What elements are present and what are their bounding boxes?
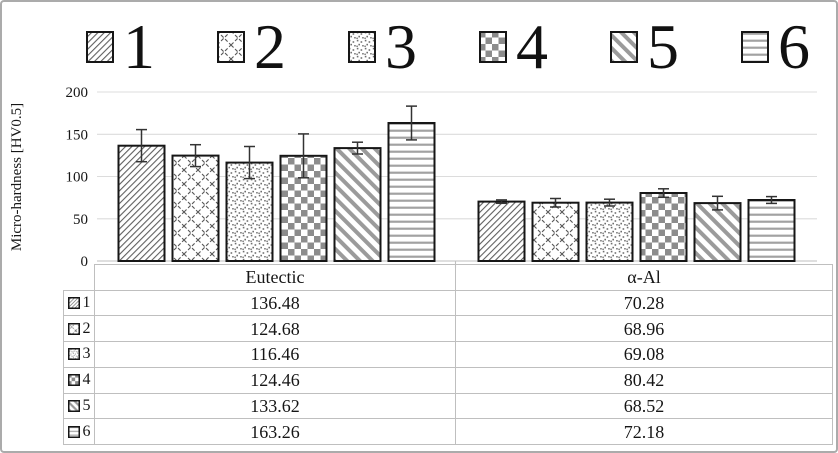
table-cell: 124.46 <box>94 366 456 394</box>
table-cell: 136.48 <box>94 289 456 317</box>
row-key-label: 6 <box>82 422 91 440</box>
column-header-eutectic: Eutectic <box>94 264 456 291</box>
error-bar <box>298 133 309 179</box>
horizontal-lines-icon <box>67 425 80 438</box>
data-table: Eutectic α-Al 1 136.48 70.28 2 124.68 68… <box>63 264 833 445</box>
table-cell: 68.52 <box>455 392 833 420</box>
bar-eutectic-2 <box>171 154 220 263</box>
table-cell: 80.42 <box>455 366 833 394</box>
diagonal-stripes-icon <box>67 399 80 412</box>
legend-item-5: 5 <box>610 15 679 79</box>
y-axis-title: Micro-hardness [HV0.5] <box>9 103 25 251</box>
legend-label: 3 <box>385 11 417 82</box>
row-key: 3 <box>63 341 95 368</box>
table-corner-cell <box>64 265 95 291</box>
table-row: 6 163.26 72.18 <box>63 418 833 445</box>
error-bar <box>244 145 255 180</box>
table-cell: 133.62 <box>94 392 456 420</box>
y-axis-tick-label: 0 <box>81 254 89 270</box>
row-key-label: 3 <box>82 345 91 363</box>
table-header-row: Eutectic α-Al <box>64 264 833 291</box>
y-axis-tick-label: 50 <box>73 212 88 228</box>
checkerboard-icon <box>479 31 507 63</box>
column-header-alpha-al: α-Al <box>455 264 833 291</box>
legend-item-3: 3 <box>348 15 417 79</box>
horizontal-lines-icon <box>741 31 769 63</box>
diagonal-hatch-icon <box>67 297 80 310</box>
bar-alpha-al-4 <box>639 192 688 262</box>
dots-icon <box>67 348 80 361</box>
error-bar <box>766 195 777 205</box>
table-row: 5 133.62 68.52 <box>63 392 833 420</box>
table-cell: 70.28 <box>455 289 833 317</box>
legend-item-4: 4 <box>479 15 548 79</box>
bar-alpha-al-1 <box>477 200 526 263</box>
legend-label: 1 <box>123 11 155 82</box>
legend-label: 6 <box>778 11 810 82</box>
bar-eutectic-6 <box>387 122 436 262</box>
legend-item-1: 1 <box>86 15 155 79</box>
table-row: 4 124.46 80.42 <box>63 366 833 394</box>
error-bar <box>406 105 417 141</box>
error-bar <box>190 143 201 168</box>
bar-alpha-al-6 <box>747 199 796 262</box>
error-bar <box>658 188 669 199</box>
error-bar <box>712 195 723 211</box>
legend-label: 5 <box>647 11 679 82</box>
row-key: 2 <box>63 315 95 343</box>
table-row: 3 116.46 69.08 <box>63 341 833 368</box>
row-key: 5 <box>63 392 95 420</box>
table-row: 1 136.48 70.28 <box>63 289 833 317</box>
row-key-label: 5 <box>82 396 91 414</box>
error-bar <box>496 199 507 205</box>
bar-eutectic-5 <box>333 147 382 263</box>
legend-item-2: 2 <box>217 15 286 79</box>
y-axis-tick-label: 150 <box>66 127 89 143</box>
diamond-lattice-icon <box>67 322 80 335</box>
legend-label: 4 <box>516 11 548 82</box>
diagonal-hatch-icon <box>86 31 114 63</box>
table-cell: 72.18 <box>455 418 833 445</box>
table-cell: 69.08 <box>455 341 833 368</box>
bar-alpha-al-2 <box>531 201 580 262</box>
y-axis-tick-label: 100 <box>66 170 89 186</box>
table-cell: 116.46 <box>94 341 456 368</box>
row-key: 4 <box>63 366 95 394</box>
error-bar <box>352 141 363 155</box>
diamond-lattice-icon <box>217 31 245 63</box>
row-key-label: 2 <box>82 319 91 337</box>
chart-legend: 1 2 3 4 5 6 <box>86 10 810 84</box>
error-bar <box>604 198 615 207</box>
bar-alpha-al-3 <box>585 201 634 263</box>
table-cell: 124.68 <box>94 315 456 343</box>
table-cell: 68.96 <box>455 315 833 343</box>
error-bar <box>136 128 147 163</box>
row-key-label: 1 <box>82 294 91 312</box>
bar-eutectic-1 <box>117 144 166 262</box>
y-axis-tick-label: 200 <box>66 85 89 101</box>
table-cell: 163.26 <box>94 418 456 445</box>
row-key: 6 <box>63 418 95 445</box>
checkerboard-icon <box>67 374 80 387</box>
row-key-label: 4 <box>82 371 91 389</box>
error-bar <box>550 197 561 208</box>
diagonal-stripes-icon <box>610 31 638 63</box>
dots-icon <box>348 31 376 63</box>
legend-item-6: 6 <box>741 15 810 79</box>
bar-alpha-al-5 <box>693 202 742 263</box>
table-row: 2 124.68 68.96 <box>63 315 833 343</box>
row-key: 1 <box>63 289 95 317</box>
legend-label: 2 <box>254 11 286 82</box>
